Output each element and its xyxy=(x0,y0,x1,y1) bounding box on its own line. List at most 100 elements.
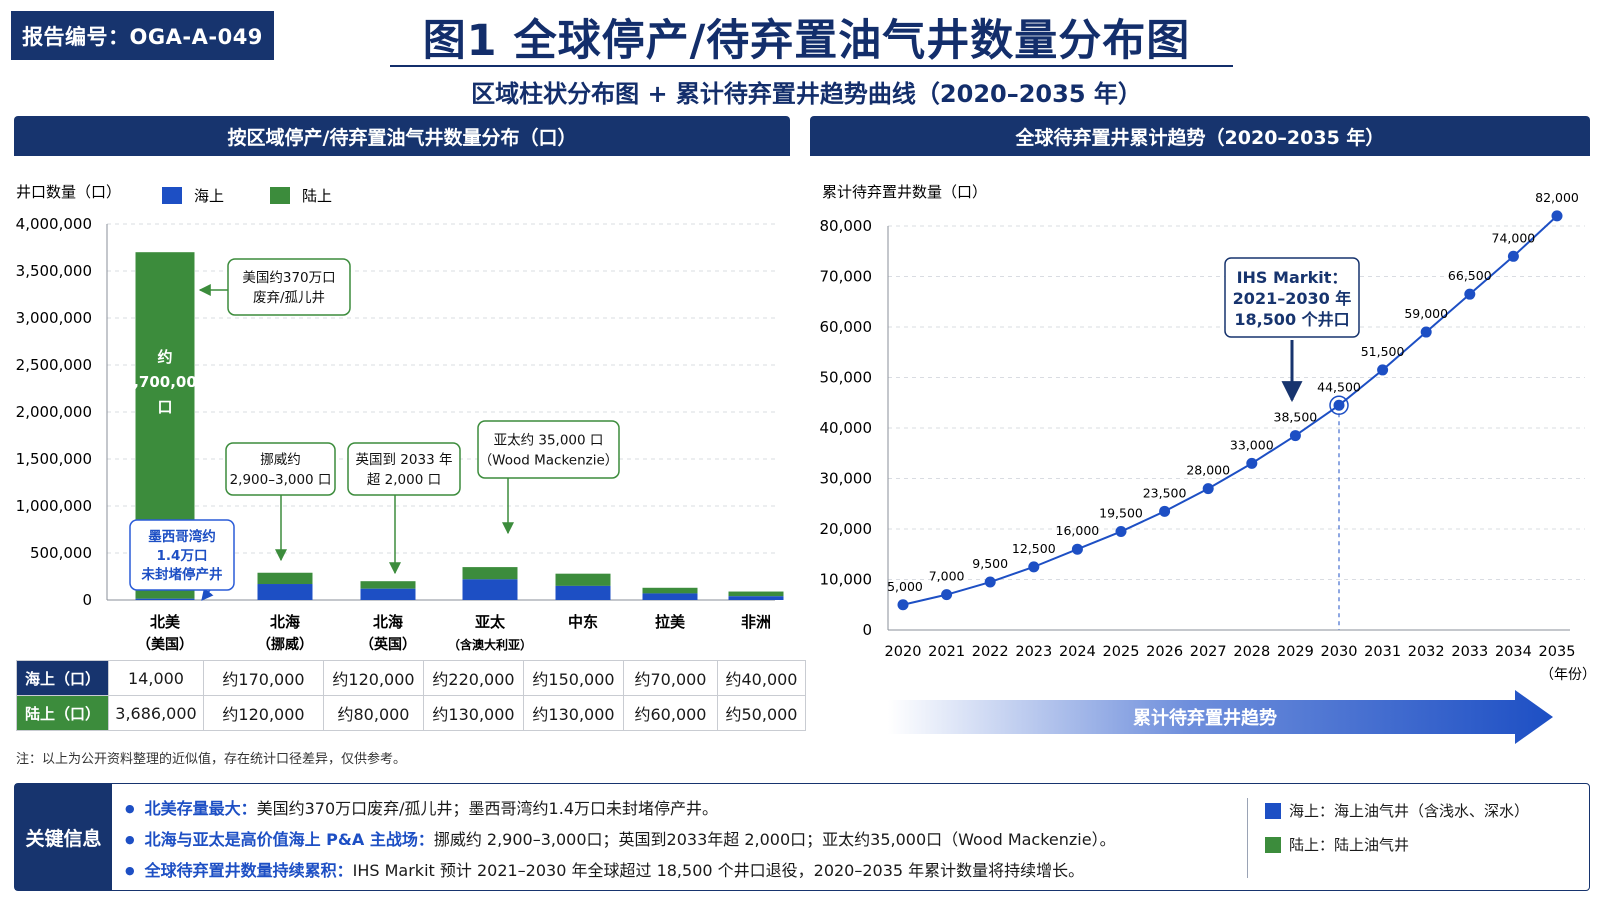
table-cell: 约170,000 xyxy=(203,660,324,696)
y-axis-title: 井口数量（口） xyxy=(16,183,121,201)
table-cell: 约50,000 xyxy=(717,695,806,731)
data-point xyxy=(1420,326,1432,338)
bar-onshore xyxy=(728,591,784,597)
y-tick-label: 1,000,000 xyxy=(16,497,92,515)
data-point xyxy=(897,599,909,611)
data-point xyxy=(1464,288,1476,300)
footnote: 注：以上为公开资料整理的近似值，存在统计口径差异，仅供参考。 xyxy=(16,752,407,767)
data-point xyxy=(1289,430,1301,442)
y-tick-label: 3,000,000 xyxy=(16,309,92,327)
series-line xyxy=(902,215,1558,606)
table-cell: 约130,000 xyxy=(423,695,524,731)
x-category-sublabel: （挪威） xyxy=(257,636,313,653)
data-point xyxy=(1202,483,1214,495)
bar-onshore xyxy=(642,587,698,594)
bar-onshore xyxy=(360,581,416,589)
data-label: 16,000 xyxy=(1056,523,1100,538)
y-tick-label: 50,000 xyxy=(820,369,873,387)
data-label: 38,500 xyxy=(1274,410,1318,425)
x-tick-label: 2030 xyxy=(1321,644,1358,660)
data-label: 9,500 xyxy=(972,556,1008,571)
region-data-table: 海上（口） 14,000 约170,000 约120,000 约220,000 约150,… xyxy=(16,660,806,731)
y-tick-label: 3,500,000 xyxy=(16,262,92,280)
x-category-label: 中东 xyxy=(568,613,598,631)
table-cell: 14,000 xyxy=(108,660,204,696)
annotation-text: 未封堵停产井 xyxy=(142,566,223,583)
y-tick-label: 10,000 xyxy=(820,571,873,589)
x-category-label: 亚太 xyxy=(475,613,506,631)
table-cell: 约40,000 xyxy=(717,660,806,696)
table-row: 海上（口） 14,000 约170,000 约120,000 约220,000 约150,… xyxy=(16,660,806,696)
trend-arrow xyxy=(888,690,1553,744)
x-category-sublabel: （英国） xyxy=(360,636,416,653)
callout-text: IHS Markit： xyxy=(1237,268,1348,287)
data-label: 28,000 xyxy=(1186,463,1230,478)
data-label: 51,500 xyxy=(1361,344,1405,359)
annotation-box xyxy=(347,442,461,496)
annotation-text: 2,900–3,000 口 xyxy=(230,472,332,488)
table-cell: 约120,000 xyxy=(203,695,324,731)
cumulative-line-chart: 累计待弃置井数量（口） 0 10,000 20,000 30,000 40,000 50,0… xyxy=(820,183,1596,744)
table-cell: 约80,000 xyxy=(323,695,424,731)
annotation-text: 挪威约 xyxy=(260,452,301,468)
data-label: 23,500 xyxy=(1143,485,1187,500)
annotation-text: 1.4万口 xyxy=(157,548,208,564)
y-tick-label: 60,000 xyxy=(820,318,873,336)
annotation-box xyxy=(129,519,235,591)
page-subtitle: 区域柱状分布图 + 累计待弃置井趋势曲线（2020–2035 年） xyxy=(471,80,1142,108)
data-label: 74,000 xyxy=(1492,230,1536,245)
y-tick-label: 0 xyxy=(862,621,872,639)
key-info-divider xyxy=(1247,798,1248,878)
annotation-text: 废弃/孤儿井 xyxy=(253,290,325,306)
key-info-label: 关键信息 xyxy=(15,784,112,890)
x-category-sublabel: （含澳大利亚） xyxy=(448,637,532,652)
annotation-text: 超 2,000 口 xyxy=(367,472,441,488)
annotation-box xyxy=(477,420,620,479)
data-point xyxy=(1333,399,1345,411)
left-panel-header: 按区域停产/待弃置油气井数量分布（口） xyxy=(14,116,790,156)
key-info-box: 关键信息 北美存量最大：美国约370万口废弃/孤儿井；墨西哥湾约1.4万口未封堵… xyxy=(14,783,1590,891)
bar-offshore xyxy=(360,588,416,600)
legend-offshore-text: 海上：海上油气井（含浅水、深水） xyxy=(1289,802,1530,820)
table-cell: 约150,000 xyxy=(523,660,624,696)
table-cell: 约70,000 xyxy=(623,660,718,696)
x-tick-label: 2035 xyxy=(1539,644,1576,660)
data-point xyxy=(1071,543,1083,555)
x-tick-label: 2021 xyxy=(928,644,965,660)
highlight-ring xyxy=(1329,395,1349,416)
data-point xyxy=(1246,457,1258,469)
legend-offshore-swatch xyxy=(162,187,182,204)
annotation-text: 墨西哥湾约 xyxy=(148,528,216,545)
x-axis-title: （年份） xyxy=(1540,667,1596,683)
y-tick-label: 500,000 xyxy=(30,544,92,562)
y-tick-label: 2,500,000 xyxy=(16,356,92,374)
key-info-head: 北美存量最大： xyxy=(144,799,257,818)
legend-onshore-text: 陆上：陆上油气井 xyxy=(1289,836,1410,854)
y-tick-label: 80,000 xyxy=(820,217,873,235)
x-tick-label: 2033 xyxy=(1451,644,1488,660)
annotation-text: 美国约370万口 xyxy=(242,270,335,286)
data-label: 5,000 xyxy=(887,579,923,594)
legend-onshore-label: 陆上 xyxy=(302,187,332,205)
x-tick-label: 2025 xyxy=(1103,644,1140,660)
key-info-text: IHS Markit 预计 2021–2030 年全球超过 18,500 个井口… xyxy=(352,861,1085,880)
x-category-label: 非洲 xyxy=(741,613,771,631)
data-label: 33,000 xyxy=(1230,437,1274,452)
table-row: 陆上（口） 3,686,000 约120,000 约80,000 约130,000 约13… xyxy=(16,695,806,731)
bar-onshore xyxy=(257,572,313,585)
annotation-box xyxy=(227,258,351,316)
callout-text: 18,500 个井口 xyxy=(1234,310,1349,329)
key-info-item: 全球待弃置井数量持续累积：IHS Markit 预计 2021–2030 年全球… xyxy=(125,856,1116,887)
y-tick-label: 4,000,000 xyxy=(16,215,92,233)
bar-offshore xyxy=(135,598,195,600)
legend-offshore: 海上：海上油气井（含浅水、深水） xyxy=(1265,800,1529,821)
y-tick-label: 70,000 xyxy=(820,268,873,286)
data-point xyxy=(1551,210,1563,222)
legend-offshore-label: 海上 xyxy=(194,187,224,205)
x-category-label: 北海 xyxy=(373,613,403,631)
bar-offshore xyxy=(555,585,611,600)
data-label: 66,500 xyxy=(1448,268,1492,283)
table-cell: 约130,000 xyxy=(523,695,624,731)
bar-offshore xyxy=(462,579,518,600)
callout-text: 2021–2030 年 xyxy=(1233,289,1352,308)
